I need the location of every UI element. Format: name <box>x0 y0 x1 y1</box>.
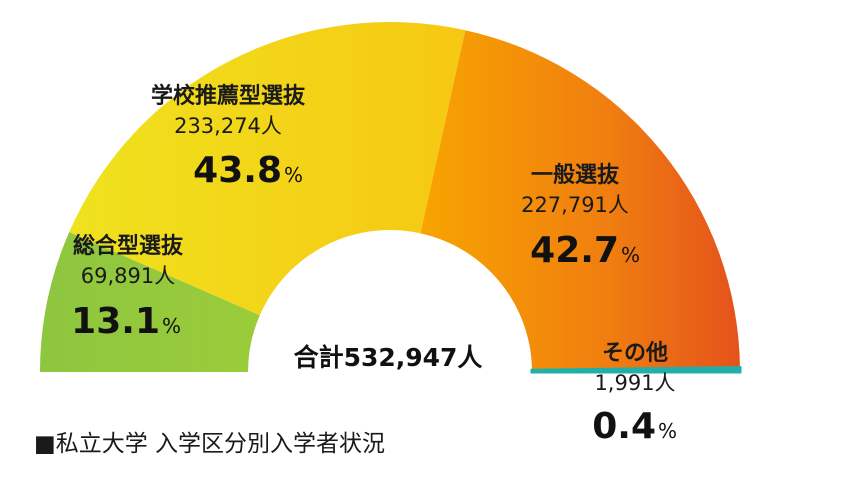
slice-percent-ippan: 42.7 <box>530 230 619 271</box>
slice-label-other: その他 <box>602 341 668 366</box>
slice-percent-unit-other: % <box>658 419 677 443</box>
chart-caption: ■私立大学 入学区分別入学者状況 <box>34 431 386 457</box>
slice-percent-unit-ippan: % <box>621 243 640 267</box>
slice-label-sougou: 総合型選抜 <box>73 233 184 259</box>
slice-percent-unit-suisen: % <box>284 163 303 187</box>
slice-suisen <box>69 21 466 316</box>
slice-count-other: 1,991人 <box>594 371 675 395</box>
slice-percent-sougou: 13.1 <box>71 301 160 342</box>
slice-percent-suisen: 43.8 <box>193 150 282 191</box>
slice-label-ippan: 一般選抜 <box>531 162 620 188</box>
slice-other <box>530 366 742 374</box>
slice-count-ippan: 227,791人 <box>521 193 629 217</box>
chart-slices <box>40 21 742 374</box>
total-label: 合計532,947人 <box>294 343 483 372</box>
slice-label-suisen: 学校推薦型選抜 <box>151 83 306 109</box>
slice-sougou <box>40 231 260 372</box>
slice-percent-unit-sougou: % <box>162 314 181 338</box>
slice-percent-other: 0.4 <box>592 406 656 447</box>
slice-ippan <box>420 30 740 371</box>
slice-count-sougou: 69,891人 <box>81 264 175 288</box>
slice-count-suisen: 233,274人 <box>174 114 282 138</box>
